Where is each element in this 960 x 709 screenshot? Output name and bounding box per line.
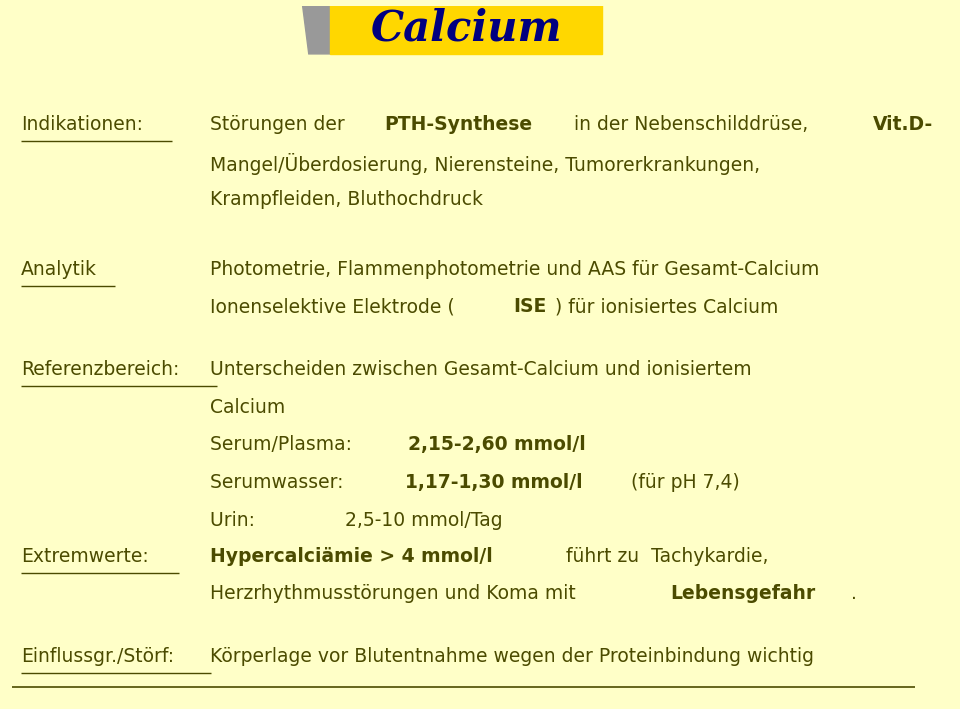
Text: ISE: ISE xyxy=(514,298,546,316)
Text: Hypercalciämie > 4 mmol/l: Hypercalciämie > 4 mmol/l xyxy=(210,547,492,566)
Text: Lebensgefahr: Lebensgefahr xyxy=(671,584,816,603)
Text: 2,15-2,60 mmol/l: 2,15-2,60 mmol/l xyxy=(408,435,587,454)
Text: Vit.D-: Vit.D- xyxy=(873,115,933,134)
Text: Calcium: Calcium xyxy=(371,8,563,50)
Text: Extremwerte:: Extremwerte: xyxy=(21,547,149,566)
Text: Analytik: Analytik xyxy=(21,259,97,279)
Text: Störungen der: Störungen der xyxy=(210,115,351,134)
Text: Urin:               2,5-10 mmol/Tag: Urin: 2,5-10 mmol/Tag xyxy=(210,511,503,530)
Text: Serum/Plasma:: Serum/Plasma: xyxy=(210,435,371,454)
Text: Einflussgr./Störf:: Einflussgr./Störf: xyxy=(21,647,175,666)
Text: 1,17-1,30 mmol/l: 1,17-1,30 mmol/l xyxy=(405,473,583,492)
Text: Mangel/Überdosierung, Nierensteine, Tumorerkrankungen,: Mangel/Überdosierung, Nierensteine, Tumo… xyxy=(210,152,760,174)
Text: Indikationen:: Indikationen: xyxy=(21,115,143,134)
Text: Krampfleiden, Bluthochdruck: Krampfleiden, Bluthochdruck xyxy=(210,191,483,209)
Text: (für pH 7,4): (für pH 7,4) xyxy=(625,473,740,492)
Text: Serumwasser:: Serumwasser: xyxy=(210,473,368,492)
Text: Photometrie, Flammenphotometrie und AAS für Gesamt-Calcium: Photometrie, Flammenphotometrie und AAS … xyxy=(210,259,820,279)
Text: Unterscheiden zwischen Gesamt-Calcium und ionisiertem: Unterscheiden zwischen Gesamt-Calcium un… xyxy=(210,359,752,379)
Text: Calcium: Calcium xyxy=(210,398,285,417)
Text: Körperlage vor Blutentnahme wegen der Proteinbindung wichtig: Körperlage vor Blutentnahme wegen der Pr… xyxy=(210,647,814,666)
Text: ) für ionisiertes Calcium: ) für ionisiertes Calcium xyxy=(555,298,778,316)
Text: Referenzbereich:: Referenzbereich: xyxy=(21,359,180,379)
Text: .: . xyxy=(851,584,856,603)
Text: Ionenselektive Elektrode (: Ionenselektive Elektrode ( xyxy=(210,298,455,316)
FancyBboxPatch shape xyxy=(330,4,602,54)
Text: PTH-Synthese: PTH-Synthese xyxy=(385,115,533,134)
Polygon shape xyxy=(302,4,336,54)
Text: führt zu  Tachykardie,: führt zu Tachykardie, xyxy=(561,547,769,566)
Text: in der Nebenschilddrüse,: in der Nebenschilddrüse, xyxy=(568,115,814,134)
Text: Herzrhythmusstörungen und Koma mit: Herzrhythmusstörungen und Koma mit xyxy=(210,584,582,603)
